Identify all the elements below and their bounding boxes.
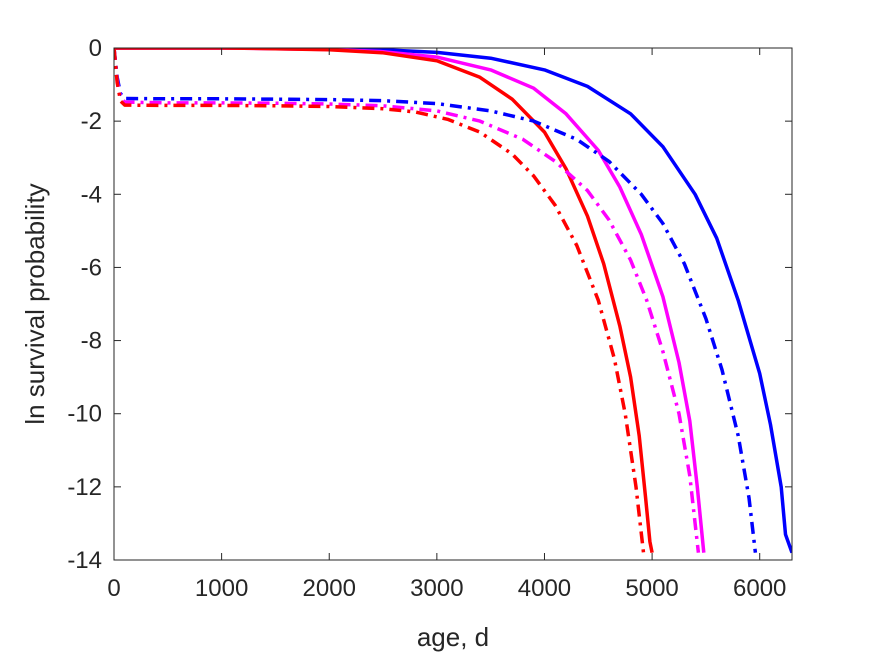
y-tick-label: -12: [67, 474, 102, 501]
y-tick-label: -8: [81, 328, 102, 355]
plot-area: [114, 48, 792, 560]
y-tick-label: -2: [81, 108, 102, 135]
x-tick-label: 5000: [625, 575, 678, 602]
y-tick-label: 0: [89, 35, 102, 62]
y-tick-label: -14: [67, 547, 102, 574]
series-line-6: [114, 48, 646, 553]
series-line-3: [114, 48, 654, 554]
y-tick-label: -6: [81, 254, 102, 281]
y-tick-label: -10: [67, 401, 102, 428]
x-axis-label: age, d: [417, 622, 489, 652]
x-tick-label: 0: [107, 575, 120, 602]
plot-frame: [113, 47, 793, 561]
x-tick-label: 1000: [195, 575, 248, 602]
x-tick-label: 6000: [733, 575, 786, 602]
x-tick-label: 4000: [518, 575, 571, 602]
x-tick-label: 3000: [410, 575, 463, 602]
y-axis-ticks: 0 -2 -4 -6 -8 -10 -12 -14: [67, 35, 792, 574]
series-line-5: [114, 48, 701, 553]
y-axis-label: ln survival probability: [20, 183, 50, 424]
series-line-4: [114, 48, 758, 553]
y-tick-label: -4: [81, 181, 102, 208]
x-axis-ticks: 0 1000 2000 3000 4000 5000 6000: [107, 48, 786, 602]
x-tick-label: 2000: [303, 575, 356, 602]
